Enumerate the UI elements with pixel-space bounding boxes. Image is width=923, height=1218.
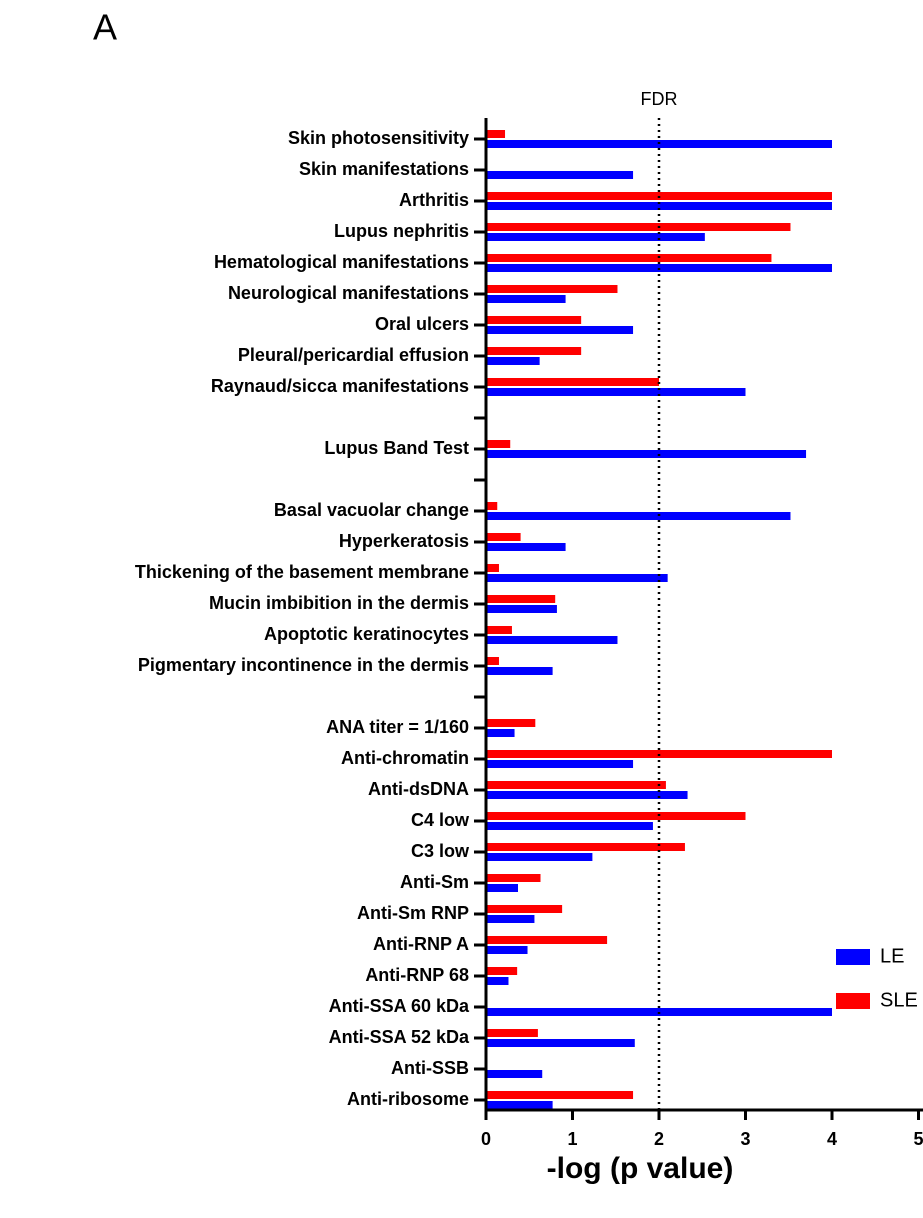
bar [486,626,512,634]
y-tick-label: Lupus Band Test [324,438,469,458]
bar [486,595,556,603]
y-tick-label: Oral ulcers [375,314,469,334]
x-axis-label: -log (p value) [547,1152,734,1185]
y-tick-label: Apoptotic keratinocytes [264,624,469,644]
bar [486,223,791,231]
y-tick-label: Anti-RNP A [373,934,469,954]
bar [486,946,528,954]
y-tick-label: Neurological manifestations [228,283,469,303]
y-tick-label: Anti-SSA 52 kDa [329,1027,470,1047]
bar [486,295,566,303]
bar [486,905,563,913]
y-tick-label: Skin manifestations [299,159,469,179]
bar [486,936,608,944]
bar [486,564,499,572]
bar [486,822,653,830]
bar [486,1101,553,1109]
bar [486,533,521,541]
bar [486,977,509,985]
legend-swatch [836,949,870,965]
bar [486,812,746,820]
annotation: FDR [641,89,678,109]
bar [486,316,582,324]
bar [486,512,791,520]
x-tick-label: 1 [567,1129,577,1149]
bar [486,667,553,675]
bar [486,760,634,768]
x-tick-label: 0 [481,1129,491,1149]
y-tick-label: Anti-chromatin [341,748,469,768]
bar [486,285,618,293]
bar [486,254,772,262]
bar [486,233,705,241]
panel-label: A [93,7,117,48]
bar [486,171,634,179]
y-tick-label: Raynaud/sicca manifestations [211,376,469,396]
bar [486,347,582,355]
bar [486,843,685,851]
bar [486,874,541,882]
bar [486,1029,538,1037]
x-tick-label: 3 [740,1129,750,1149]
bar [486,326,634,334]
y-tick-label: Pleural/pericardial effusion [238,345,469,365]
bar [486,791,688,799]
y-tick-label: Hematological manifestations [214,252,469,272]
y-tick-label: Anti-ribosome [347,1089,469,1109]
y-tick-label: Thickening of the basement membrane [135,562,469,582]
bar [486,636,618,644]
y-tick-label: Anti-dsDNA [368,779,469,799]
bar [486,543,566,551]
y-tick-label: Pigmentary incontinence in the dermis [138,655,469,675]
bar [486,357,540,365]
bar [486,1091,634,1099]
y-tick-label: Arthritis [399,190,469,210]
bar [486,502,498,510]
bar [486,1039,635,1047]
bar [486,884,519,892]
legend-label: SLE [880,989,918,1011]
bar [486,781,666,789]
bar [486,657,499,665]
y-tick-label: Basal vacuolar change [274,500,469,520]
y-tick-label: Anti-Sm [400,872,469,892]
bar [486,915,535,923]
y-tick-label: Mucin imbibition in the dermis [209,593,469,613]
bar [486,130,506,138]
x-tick-label: 2 [654,1129,664,1149]
y-tick-label: Hyperkeratosis [339,531,469,551]
y-tick-label: Anti-Sm RNP [357,903,469,923]
x-tick-label: 5 [913,1129,923,1149]
bar [486,574,668,582]
y-tick-label: ANA titer = 1/160 [326,717,469,737]
bar [486,450,807,458]
y-tick-label: Lupus nephritis [334,221,469,241]
y-tick-label: Anti-SSB [391,1058,469,1078]
bar [486,1070,543,1078]
bar [486,378,659,386]
bar [486,440,511,448]
bar [486,605,557,613]
bar [486,967,518,975]
legend-swatch [836,993,870,1009]
bar [486,202,832,210]
x-tick-label: 4 [827,1129,837,1149]
bar [486,853,593,861]
y-tick-label: C4 low [411,810,470,830]
y-tick-label: C3 low [411,841,470,861]
bar [486,719,536,727]
legend-label: LE [880,945,904,967]
bar [486,729,515,737]
y-tick-label: Anti-RNP 68 [365,965,469,985]
bar [486,388,746,396]
y-tick-label: Skin photosensitivity [288,128,469,148]
y-tick-label: Anti-SSA 60 kDa [329,996,470,1016]
